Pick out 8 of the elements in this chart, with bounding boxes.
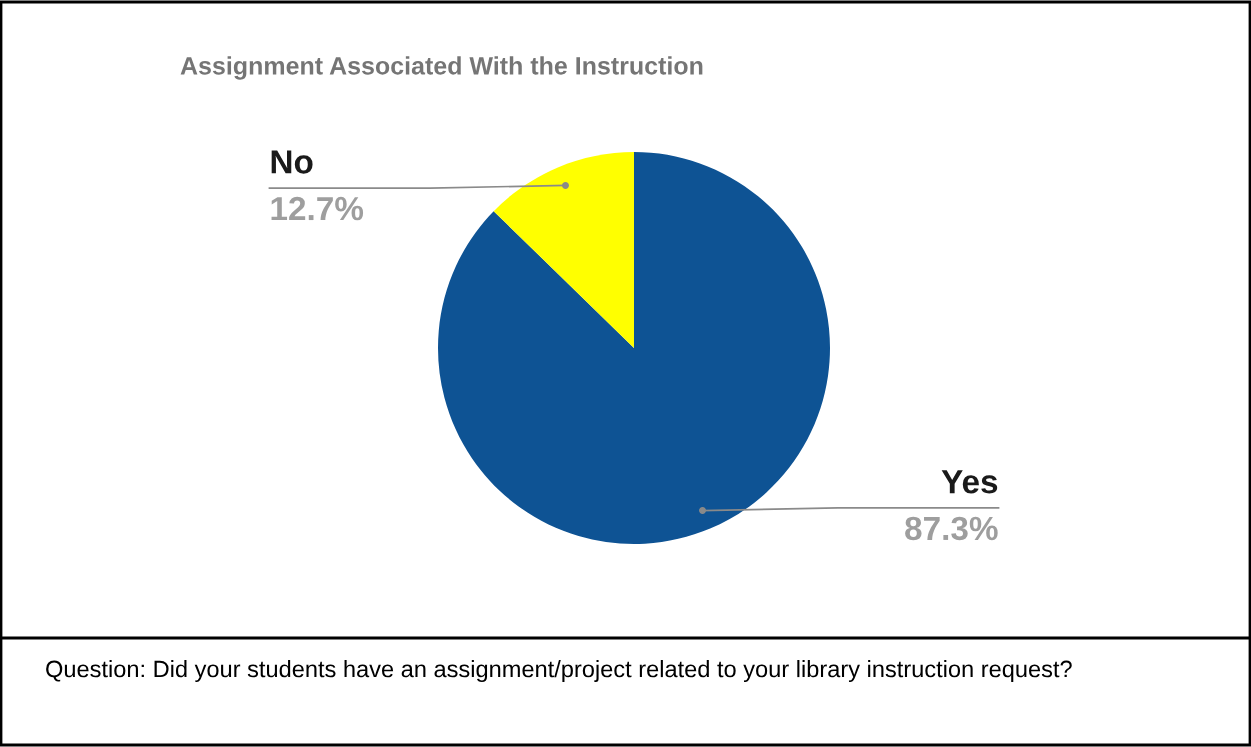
text: Question: Did your students have an assignment/project related to your library instruction request? [46, 660, 1072, 683]
slice-label: Yes [941, 470, 998, 494]
pie-slice [438, 152, 830, 544]
chart-title: Assignment Associated With the Instruction [180, 56, 703, 80]
data-label: 12.7% [271, 196, 364, 221]
data-label: 87.3% [905, 516, 998, 541]
pie-slice [493, 152, 634, 348]
slice-label: No [271, 150, 313, 174]
